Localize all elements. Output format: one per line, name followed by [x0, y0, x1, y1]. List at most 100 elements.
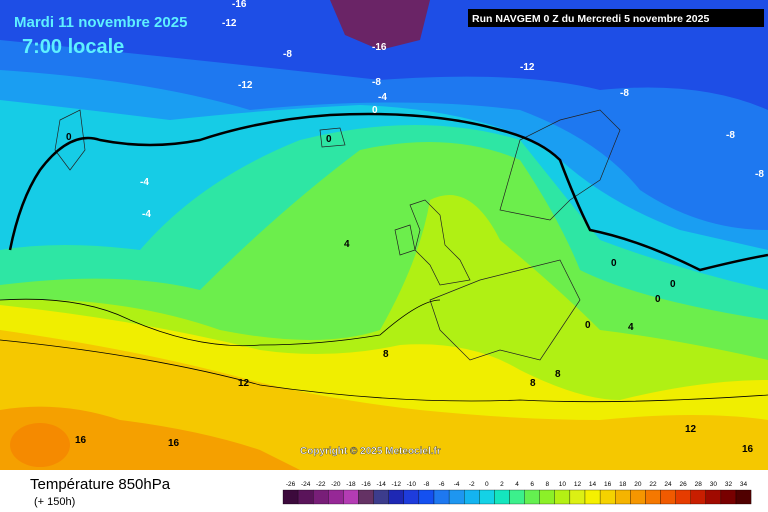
- scale-swatch: [569, 489, 586, 505]
- contour-label: 0: [372, 105, 378, 116]
- scale-label: -12: [392, 481, 402, 488]
- scale-swatch: [524, 489, 540, 505]
- forecast-date: Mardi 11 novembre 2025: [14, 14, 187, 31]
- contour-label: 0: [670, 279, 676, 290]
- contour-label: -16: [372, 42, 387, 53]
- scale-swatch: [282, 489, 299, 505]
- field-title: Température 850hPa: [30, 476, 171, 493]
- scale-swatch: [615, 489, 631, 505]
- coast-iceland: [319, 127, 346, 148]
- scale-swatch: [554, 489, 571, 505]
- scale-swatch: [645, 489, 661, 505]
- contour-label: -8: [620, 88, 629, 99]
- scale-swatch: [735, 489, 752, 505]
- scale-swatch: [328, 489, 344, 505]
- scale-swatch: [343, 489, 359, 505]
- scale-label: 34: [740, 481, 748, 488]
- scale-label: 22: [649, 481, 657, 488]
- coast-scandinavia: [499, 109, 621, 221]
- scale-swatch: [403, 489, 420, 505]
- coast-ireland: [394, 224, 416, 256]
- isotherm: [0, 339, 768, 403]
- scale-swatch: [373, 489, 389, 505]
- color-scale: -26 -24 -22 -20 -18 -16 -14 -12 -10 -8 -6 -4 -2 0 2 4 6 8…: [282, 481, 752, 505]
- contour-label: -4: [140, 177, 149, 188]
- scale-label: -10: [407, 481, 417, 488]
- scale-label: 14: [589, 481, 597, 488]
- scale-label: 26: [680, 481, 688, 488]
- scale-label: 2: [500, 481, 504, 488]
- scale-label: -20: [331, 481, 341, 488]
- isotherm: [0, 298, 441, 347]
- scale-label: -16: [361, 481, 371, 488]
- contour-label: -8: [755, 169, 764, 180]
- scale-label: -24: [301, 481, 311, 488]
- contour-label: -4: [142, 209, 151, 220]
- scale-swatch: [660, 489, 676, 505]
- scale-swatch: [690, 489, 706, 505]
- contour-label: 16: [75, 435, 87, 446]
- contour-label: 16: [168, 438, 180, 449]
- scale-swatch: [509, 489, 525, 505]
- field-very-cold: [330, 0, 430, 50]
- scale-label: -4: [454, 481, 460, 488]
- field-deep-orange: [0, 406, 300, 470]
- contour-label: -12: [520, 62, 535, 73]
- scale-label: 20: [634, 481, 642, 488]
- scale-swatch: [584, 489, 601, 505]
- contour-label: -4: [378, 92, 387, 103]
- contour-label: -16: [232, 0, 247, 10]
- scale-label: -26: [286, 481, 296, 488]
- scale-swatch: [313, 489, 329, 505]
- scale-label: -14: [376, 481, 386, 488]
- scale-swatch: [630, 489, 646, 505]
- scale-swatch: [297, 489, 314, 505]
- run-info: Run NAVGEM 0 Z du Mercredi 5 novembre 20…: [472, 13, 709, 25]
- contour-label: 4: [344, 239, 350, 250]
- contour-label: 8: [530, 378, 536, 389]
- scale-label: -18: [346, 481, 356, 488]
- contour-label: 12: [685, 424, 697, 435]
- scale-swatch: [599, 489, 616, 505]
- lead-time: (+ 150h): [34, 496, 75, 508]
- coast-greenland: [54, 109, 86, 171]
- contour-label: -8: [726, 130, 735, 141]
- scale-swatch: [448, 489, 465, 505]
- coast-europe: [429, 259, 581, 361]
- contour-label: -8: [372, 77, 381, 88]
- contour-label: 0: [611, 258, 617, 269]
- scale-swatch: [494, 489, 510, 505]
- scale-swatch: [388, 489, 404, 505]
- coast-britain: [409, 199, 471, 286]
- scale-label: 0: [485, 481, 489, 488]
- scale-label: -22: [316, 481, 326, 488]
- contour-label: 0: [585, 320, 591, 331]
- coastlines: [54, 109, 621, 361]
- scale-swatch: [418, 489, 435, 505]
- contour-label: 0: [66, 132, 72, 143]
- scale-swatch: [705, 489, 722, 505]
- scale-label: 12: [574, 481, 582, 488]
- contour-label: 4: [628, 322, 634, 333]
- scale-label: -2: [469, 481, 475, 488]
- temperature-field: [0, 0, 768, 470]
- scale-swatch: [539, 489, 555, 505]
- scale-swatch: [433, 489, 450, 505]
- scale-label: 32: [725, 481, 733, 488]
- contour-label: 8: [383, 349, 389, 360]
- scale-label: 24: [664, 481, 672, 488]
- contour-label: 0: [326, 134, 332, 145]
- scale-swatch: [464, 489, 480, 505]
- forecast-time: 7:00 locale: [22, 36, 124, 58]
- zero-isotherm: [8, 112, 768, 272]
- contour-label: 0: [655, 294, 661, 305]
- scale-label: 18: [619, 481, 627, 488]
- scale-label: 4: [515, 481, 519, 488]
- scale-swatch: [479, 489, 495, 505]
- contour-label: 16: [742, 444, 754, 455]
- copyright: Copyright © 2025 Meteociel.fr: [300, 446, 441, 457]
- scale-swatch: [720, 489, 737, 505]
- scale-label: 30: [710, 481, 718, 488]
